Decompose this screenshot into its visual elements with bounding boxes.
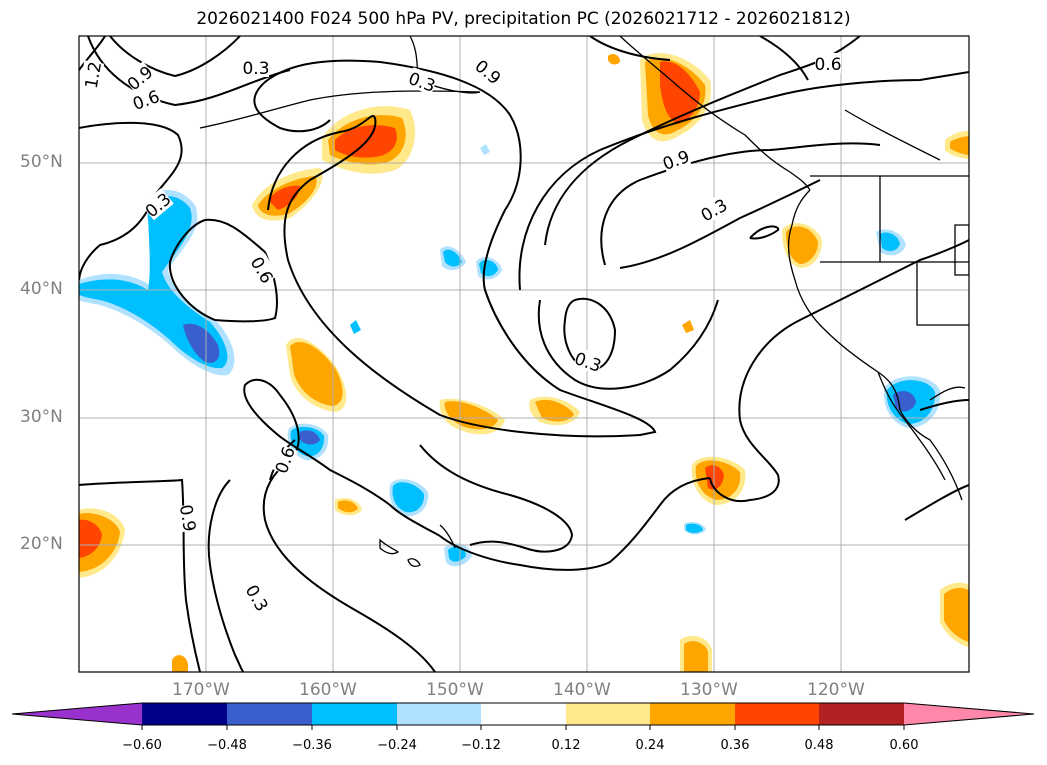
colorbar-bin-9	[819, 703, 904, 725]
contour-label-bg	[815, 53, 841, 73]
lon-label-120w: 120°W	[807, 680, 865, 700]
lon-label-130w: 130°W	[680, 680, 738, 700]
lat-label-30n: 30°N	[20, 407, 63, 427]
colorbar-bin-5	[481, 703, 566, 725]
map-frame	[78, 35, 970, 673]
colorbar-tick-label: −0.24	[377, 738, 417, 753]
contour-label-bg	[122, 61, 156, 94]
colorbar	[11, 702, 1035, 730]
chart-title: 2026021400 F024 500 hPa PV, precipitatio…	[196, 9, 851, 29]
lon-label-170w: 170°W	[172, 680, 230, 700]
colorbar-bin-1	[142, 703, 227, 725]
lon-label-150w: 150°W	[426, 680, 484, 700]
colorbar-bin-4	[397, 703, 481, 725]
contour-label-bg	[247, 253, 279, 286]
colorbar-tick-label: 0.48	[804, 738, 834, 753]
contour-label: 0.3	[572, 349, 604, 377]
contour-label: 0.9	[471, 56, 505, 89]
contour-label: 0.3	[241, 582, 272, 615]
contour-label-bg	[242, 581, 274, 614]
colorbar-tick-label: 0.36	[720, 738, 750, 753]
colorbar-tick-label: −0.48	[207, 738, 247, 753]
contour-label: 0.9	[660, 147, 692, 175]
colorbar-extend-max	[904, 703, 1034, 725]
lat-label-20n: 20°N	[20, 534, 63, 554]
colorbar-tick-label: −0.36	[292, 738, 332, 753]
contour-label: 0.3	[242, 59, 269, 79]
colorbar-tick-label: −0.60	[122, 738, 162, 753]
colorbar-bin-8	[735, 703, 819, 725]
colorbar-bin-3	[312, 703, 397, 725]
contour-label: 0.6	[814, 55, 841, 75]
colorbar-bin-2	[227, 703, 312, 725]
colorbar-tick-label: 0.24	[635, 738, 665, 753]
colorbar-bin-6	[566, 703, 650, 725]
lon-label-140w: 140°W	[553, 680, 611, 700]
contour-label: 1.2	[82, 60, 106, 90]
contour-label-bg	[406, 67, 438, 95]
contour-label-bg	[472, 55, 506, 88]
contour-label-bg	[270, 444, 298, 476]
pv-contours	[79, 36, 969, 672]
map-plot-area	[79, 36, 969, 672]
contour-label: 0.3	[406, 69, 438, 97]
colorbar-bin-7	[650, 703, 735, 725]
graticule	[79, 36, 969, 672]
colorbar-tick-label: −0.12	[461, 738, 501, 753]
contour-label-bg	[660, 145, 692, 173]
contour-label: 0.3	[698, 195, 731, 226]
contour-label: 0.6	[246, 254, 277, 287]
contour-label-bg	[140, 188, 174, 221]
contour-label: 0.9	[175, 503, 199, 533]
lon-label-160w: 160°W	[299, 680, 357, 700]
coastlines	[199, 36, 969, 567]
contour-label-bg	[79, 60, 105, 90]
precip-negative-shading	[79, 144, 941, 567]
contour-label-bg	[176, 503, 202, 533]
colorbar-extend-min	[12, 703, 142, 725]
colorbar-tick-label: 0.60	[889, 738, 919, 753]
contour-label-bg	[243, 57, 269, 77]
colorbar-tick-label: 0.12	[551, 738, 581, 753]
contour-label-bg	[130, 85, 162, 113]
lat-label-40n: 40°N	[20, 279, 63, 299]
contour-label-bg	[697, 193, 730, 225]
lat-label-50n: 50°N	[20, 152, 63, 172]
contour-label-bg	[572, 347, 604, 375]
